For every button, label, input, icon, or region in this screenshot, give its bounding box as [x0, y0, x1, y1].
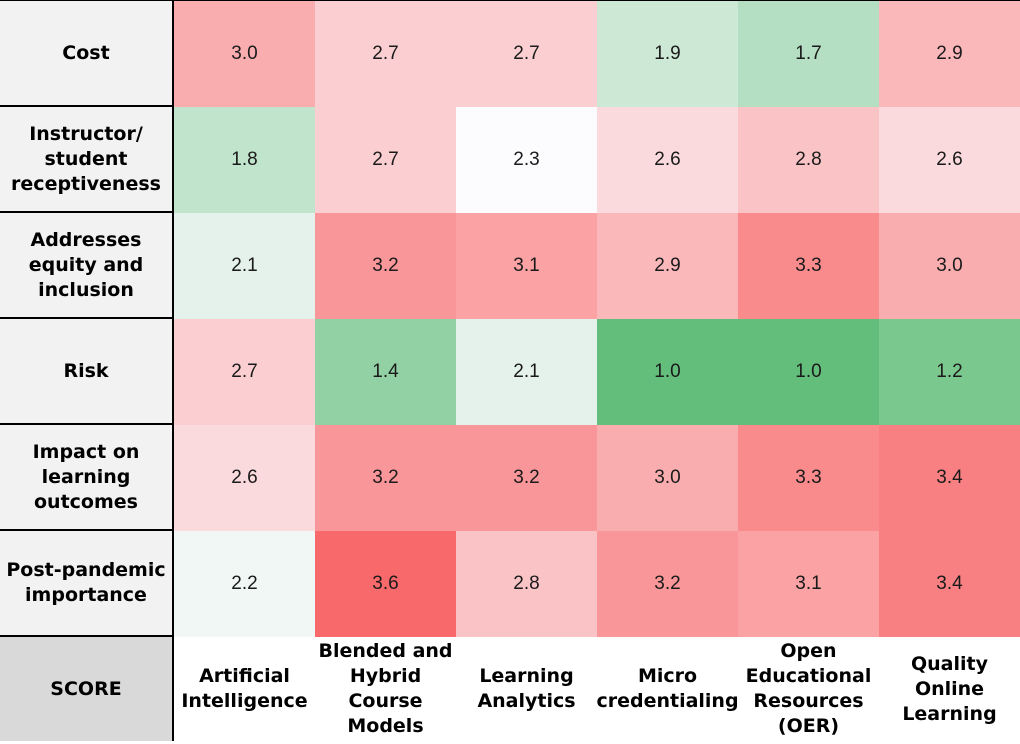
heatmap-cell: 2.2: [174, 531, 315, 637]
heatmap-cell: 3.6: [315, 531, 456, 637]
heatmap-cell: 1.9: [597, 1, 738, 107]
heatmap-cell: 3.0: [597, 425, 738, 531]
heatmap-cell: 2.7: [315, 107, 456, 213]
heatmap-cell: 3.1: [456, 213, 597, 319]
column-label-learning-analytics: Learning Analytics: [456, 637, 597, 741]
heatmap-cell: 2.6: [879, 107, 1020, 213]
heatmap-cell: 3.4: [879, 425, 1020, 531]
column-label-open-educational-resources-oer: Open Educational Resources (OER): [738, 637, 879, 741]
heatmap-cell: 2.1: [174, 213, 315, 319]
heatmap-cell: 2.6: [597, 107, 738, 213]
row-label-post-pandemic-importance: Post-pandemic importance: [0, 531, 174, 637]
heatmap-cell: 2.6: [174, 425, 315, 531]
heatmap-cell: 2.9: [879, 1, 1020, 107]
column-label-quality-online-learning: Quality Online Learning: [879, 637, 1020, 741]
heatmap-cell: 1.7: [738, 1, 879, 107]
heatmap-cell: 2.1: [456, 319, 597, 425]
row-label-addresses-equity-and-inclusion: Addresses equity and inclusion: [0, 213, 174, 319]
heatmap-cell: 1.0: [738, 319, 879, 425]
heatmap-cell: 2.7: [456, 1, 597, 107]
heatmap-cell: 2.7: [174, 319, 315, 425]
heatmap-cell: 3.4: [879, 531, 1020, 637]
heatmap-cell: 3.2: [315, 425, 456, 531]
heatmap-cell: 1.4: [315, 319, 456, 425]
score-header: SCORE: [0, 637, 174, 741]
heatmap-cell: 3.2: [456, 425, 597, 531]
heatmap-cell: 1.0: [597, 319, 738, 425]
heatmap-cell: 3.1: [738, 531, 879, 637]
heatmap-cell: 3.0: [174, 1, 315, 107]
heatmap-cell: 1.8: [174, 107, 315, 213]
column-label-artificial-intelligence: Artificial Intelligence: [174, 637, 315, 741]
row-label-risk: Risk: [0, 319, 174, 425]
heatmap-cell: 3.2: [315, 213, 456, 319]
heatmap-cell: 2.7: [315, 1, 456, 107]
heatmap-cell: 3.0: [879, 213, 1020, 319]
heatmap-cell: 3.2: [597, 531, 738, 637]
row-label-instructor-student-receptiveness: Instructor/ student receptiveness: [0, 107, 174, 213]
heatmap-cell: 2.3: [456, 107, 597, 213]
column-label-blended-and-hybrid-course-models: Blended and Hybrid Course Models: [315, 637, 456, 741]
row-label-impact-on-learning-outcomes: Impact on learning outcomes: [0, 425, 174, 531]
heatmap-cell: 3.3: [738, 213, 879, 319]
column-label-micro-credentialing: Micro credentialing: [597, 637, 738, 741]
row-label-cost: Cost: [0, 1, 174, 107]
heatmap-cell: 1.2: [879, 319, 1020, 425]
heatmap-cell: 3.3: [738, 425, 879, 531]
heatmap-cell: 2.8: [738, 107, 879, 213]
heatmap-cell: 2.9: [597, 213, 738, 319]
heatmap-cell: 2.8: [456, 531, 597, 637]
